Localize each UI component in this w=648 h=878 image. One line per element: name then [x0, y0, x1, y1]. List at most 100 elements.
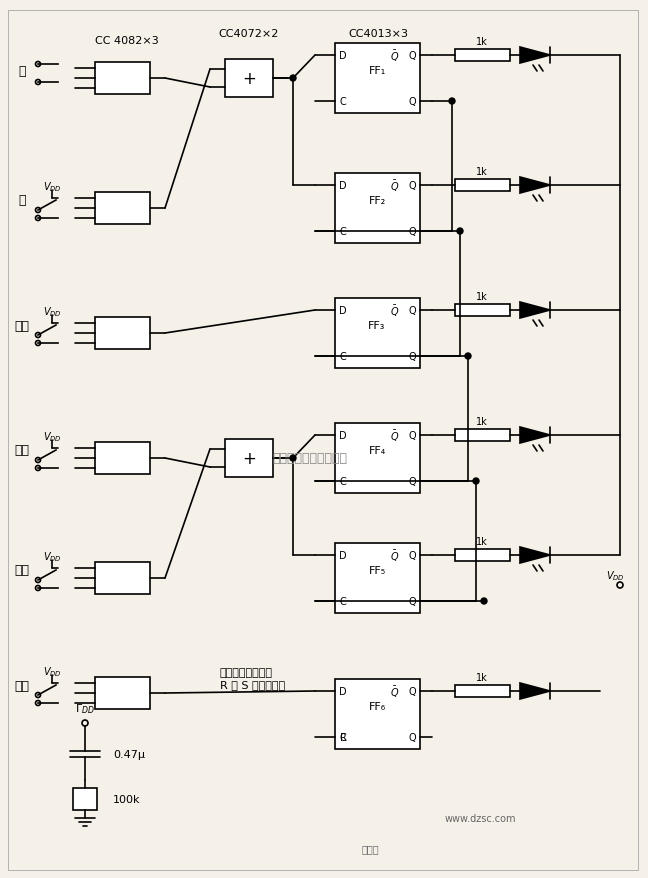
- Circle shape: [457, 229, 463, 234]
- Text: $V_{DD}$: $V_{DD}$: [43, 550, 62, 564]
- Text: 注：触发器未标的
R 和 S 端全部接地: 注：触发器未标的 R 和 S 端全部接地: [220, 667, 285, 689]
- Text: $V_{DD}$: $V_{DD}$: [43, 180, 62, 194]
- Text: FF₄: FF₄: [368, 445, 386, 456]
- Text: D: D: [339, 551, 347, 560]
- Polygon shape: [520, 428, 550, 443]
- Text: CC4013×3: CC4013×3: [348, 29, 408, 39]
- Text: FF₅: FF₅: [369, 565, 386, 575]
- Bar: [455, 50, 510, 62]
- Bar: [225, 60, 273, 97]
- Circle shape: [449, 99, 455, 104]
- Text: $\bar{Q}$: $\bar{Q}$: [390, 178, 400, 193]
- Text: 接线图: 接线图: [361, 843, 379, 853]
- Text: Q: Q: [408, 181, 416, 191]
- Polygon shape: [520, 303, 550, 319]
- Text: 1k: 1k: [476, 291, 488, 302]
- Bar: [335, 423, 420, 493]
- Text: D: D: [339, 430, 347, 441]
- Text: 1k: 1k: [476, 416, 488, 427]
- Text: 快进: 快进: [14, 444, 30, 457]
- Bar: [335, 174, 420, 244]
- Text: C: C: [340, 227, 347, 237]
- Text: FF₆: FF₆: [369, 702, 386, 711]
- Text: Q: Q: [408, 227, 416, 237]
- Text: D: D: [339, 181, 347, 191]
- Text: C: C: [340, 477, 347, 486]
- Bar: [95, 563, 150, 594]
- Text: Q: Q: [408, 97, 416, 107]
- Text: $\bar{Q}$: $\bar{Q}$: [390, 303, 400, 318]
- Polygon shape: [520, 683, 550, 699]
- Text: $\bar{Q}$: $\bar{Q}$: [390, 548, 400, 563]
- Text: C: C: [340, 97, 347, 107]
- Text: 0.47μ: 0.47μ: [113, 749, 145, 759]
- Text: 杭州将睽科技有限公司: 杭州将睽科技有限公司: [273, 452, 347, 465]
- Text: C: C: [340, 351, 347, 362]
- Text: 放: 放: [18, 194, 26, 207]
- Circle shape: [290, 76, 296, 82]
- Text: D: D: [339, 687, 347, 696]
- Text: +: +: [242, 450, 256, 467]
- Text: 100k: 100k: [113, 794, 141, 804]
- Text: 1k: 1k: [476, 536, 488, 546]
- Circle shape: [290, 456, 296, 462]
- Polygon shape: [520, 547, 550, 564]
- Text: Q: Q: [408, 477, 416, 486]
- Bar: [95, 193, 150, 225]
- Bar: [455, 180, 510, 191]
- Text: R: R: [340, 732, 347, 742]
- Text: 1k: 1k: [476, 167, 488, 176]
- Text: $\bar{Q}$: $\bar{Q}$: [390, 48, 400, 63]
- Bar: [73, 788, 97, 810]
- Bar: [95, 677, 150, 709]
- Text: www.dzsc.com: www.dzsc.com: [445, 813, 516, 823]
- Bar: [335, 680, 420, 749]
- Text: Q: Q: [408, 51, 416, 61]
- Polygon shape: [520, 48, 550, 64]
- Text: 1k: 1k: [476, 37, 488, 47]
- Text: 暂停: 暂停: [14, 679, 30, 692]
- Text: +: +: [242, 70, 256, 88]
- Text: $\bar{Q}$: $\bar{Q}$: [390, 684, 400, 699]
- Text: CC4072×2: CC4072×2: [219, 29, 279, 39]
- Text: C: C: [340, 596, 347, 607]
- Circle shape: [473, 479, 479, 485]
- Text: FF₃: FF₃: [368, 320, 386, 331]
- Text: Q: Q: [408, 596, 416, 607]
- Text: FF₂: FF₂: [368, 196, 386, 205]
- Text: 1k: 1k: [476, 673, 488, 682]
- Bar: [335, 543, 420, 614]
- Text: D: D: [339, 306, 347, 315]
- Circle shape: [465, 354, 471, 360]
- Text: FF₁: FF₁: [368, 66, 386, 76]
- Text: Q: Q: [408, 551, 416, 560]
- Bar: [225, 440, 273, 478]
- Bar: [95, 443, 150, 474]
- Text: Q: Q: [408, 687, 416, 696]
- Bar: [95, 63, 150, 95]
- Bar: [95, 318, 150, 349]
- Text: $V_{DD}$: $V_{DD}$: [43, 305, 62, 319]
- Text: $V_{DD}$: $V_{DD}$: [43, 665, 62, 678]
- Text: Q: Q: [408, 351, 416, 362]
- Bar: [455, 429, 510, 442]
- Text: Q: Q: [408, 306, 416, 315]
- Text: $\Gamma_{DD}$: $\Gamma_{DD}$: [75, 702, 95, 715]
- Text: D: D: [339, 51, 347, 61]
- Bar: [455, 550, 510, 561]
- Text: 倒带: 倒带: [14, 319, 30, 332]
- Text: 录: 录: [18, 64, 26, 77]
- Bar: [335, 44, 420, 114]
- Circle shape: [481, 598, 487, 604]
- Text: Q: Q: [408, 430, 416, 441]
- Text: $V_{DD}$: $V_{DD}$: [606, 568, 625, 582]
- Text: CC 4082×3: CC 4082×3: [95, 36, 159, 46]
- Text: $\bar{Q}$: $\bar{Q}$: [390, 428, 400, 443]
- Bar: [335, 299, 420, 369]
- Text: C: C: [340, 732, 347, 742]
- Bar: [455, 305, 510, 317]
- Text: 停止: 停止: [14, 564, 30, 577]
- Text: Q: Q: [408, 732, 416, 742]
- Polygon shape: [520, 178, 550, 194]
- Text: $V_{DD}$: $V_{DD}$: [43, 429, 62, 443]
